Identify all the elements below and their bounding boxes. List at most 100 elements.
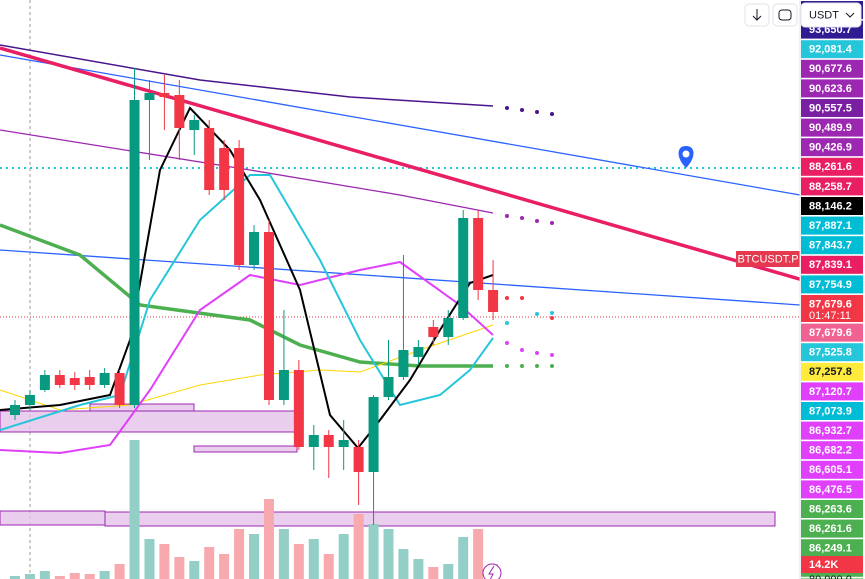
candle-body (99, 373, 110, 385)
price-tag (801, 500, 863, 518)
candle-body (413, 347, 424, 357)
price-text: 87,839.1 (809, 259, 852, 271)
reset-button[interactable] (772, 3, 798, 27)
volume-bar (249, 534, 260, 579)
price-tag (801, 99, 863, 117)
candle-body (159, 93, 170, 97)
zone (104, 511, 776, 527)
candle-body (144, 93, 155, 100)
candle-body (24, 395, 35, 405)
price-tag (801, 275, 863, 294)
price-text: 86,249.1 (809, 543, 852, 555)
price-tag (801, 343, 863, 362)
price-text: 90,677.6 (809, 63, 852, 75)
price-labels: 93,697.193,650.792,081.490,677.690,623.6… (801, 1, 863, 579)
candle-body (114, 373, 125, 405)
ma-line (0, 260, 494, 455)
candle-body (308, 435, 319, 447)
trend-line (0, 54, 801, 196)
price-text: 88,261.6 (809, 161, 852, 173)
price-tag (801, 255, 863, 274)
price-tag (801, 460, 863, 479)
price-text: 86,682.2 (809, 445, 852, 457)
price-text: 87,754.9 (809, 279, 852, 291)
reset-icon (778, 9, 792, 21)
volume-bar (99, 571, 110, 579)
price-text: 87,120.7 (809, 386, 852, 398)
price-tag (801, 157, 863, 176)
price-text: 86,932.7 (809, 425, 852, 437)
price-text: 87,679.6 (809, 298, 852, 310)
candle-body (473, 218, 484, 290)
ma-line (0, 174, 494, 431)
price-text: 87,257.8 (809, 366, 852, 378)
volume-bar (383, 529, 394, 579)
volume-bar (219, 554, 230, 579)
price-tag (801, 519, 863, 538)
candle-body (353, 447, 364, 472)
volume-bar (24, 574, 35, 579)
volume-bar (263, 499, 274, 579)
candle-body (443, 318, 454, 337)
volume-bar (323, 554, 334, 579)
candle-body (234, 148, 245, 265)
candle-body (293, 370, 304, 447)
ma-line (0, 106, 494, 450)
price-tag (801, 421, 863, 440)
price-text: 87,525.8 (809, 347, 852, 359)
ma-line (0, 129, 494, 214)
volume-bar (398, 549, 409, 579)
currency-dropdown[interactable] (800, 2, 862, 28)
countdown: 01:47:11 (809, 310, 851, 322)
volume-bar (293, 544, 304, 579)
candle-body (263, 232, 274, 400)
price-tag (801, 79, 863, 98)
price-tag (801, 118, 863, 137)
price-text: 87,887.1 (809, 220, 852, 232)
volume-bar (54, 576, 65, 579)
volume-bar (69, 573, 80, 579)
candle-body (39, 375, 50, 390)
volume-bar (413, 559, 424, 579)
symbol-label: BTCUSDT.P (737, 253, 798, 265)
price-tag (801, 323, 863, 342)
volume-bar (84, 574, 95, 579)
marker-pin-dot (682, 150, 690, 158)
price-text: 86,261.6 (809, 523, 852, 535)
price-text: 86,263.6 (809, 503, 852, 515)
zone (89, 403, 195, 412)
price-tag (801, 59, 863, 78)
volume-bar (338, 534, 349, 579)
price-text: 87,843.7 (809, 240, 852, 252)
price-text: 90,623.6 (809, 83, 852, 95)
ma-line (0, 223, 493, 368)
zone (0, 410, 296, 433)
trend-line (0, 249, 801, 306)
price-text: 92,081.4 (809, 44, 853, 56)
candles (10, 68, 499, 525)
trend-line (0, 46, 821, 287)
event-icon-bolt (488, 565, 495, 579)
dropdown-caret (845, 12, 855, 18)
volume-layer (10, 440, 499, 579)
price-text: 93,650.7 (809, 24, 852, 36)
price-tag (801, 295, 863, 322)
volume-bar (129, 440, 140, 579)
volume-bar (144, 539, 155, 579)
price-tag (801, 138, 863, 157)
price-tag (801, 40, 863, 59)
volume-bar (368, 524, 379, 579)
price-tag (801, 177, 863, 196)
volume-bar (458, 537, 469, 579)
candle-body (428, 327, 439, 337)
price-tag (801, 402, 863, 420)
candle-body (54, 375, 65, 385)
candle-body (338, 440, 349, 447)
price-tag (801, 480, 863, 499)
bottom-tick: 80,000.0 (809, 574, 852, 579)
price-text: 86,605.1 (809, 464, 852, 476)
volume-bar (353, 514, 364, 579)
candle-body (383, 377, 394, 397)
